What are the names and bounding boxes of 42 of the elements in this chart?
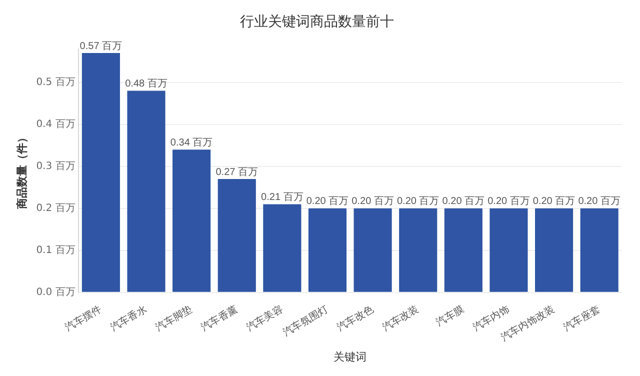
data-label: 0.57 百万 bbox=[80, 40, 122, 52]
data-label: 0.48 百万 bbox=[125, 78, 168, 90]
bar bbox=[399, 208, 438, 292]
bar bbox=[580, 208, 618, 292]
y-tick-label: 0.5 百万 bbox=[36, 76, 76, 88]
bar bbox=[263, 204, 302, 292]
x-tick-label: 汽车氛围灯 bbox=[280, 303, 330, 338]
bar bbox=[490, 208, 528, 292]
x-tick-label: 汽车香薰 bbox=[199, 303, 240, 334]
data-label: 0.20 百万 bbox=[532, 196, 576, 208]
chart-title: 行业关键词商品数量前十 bbox=[240, 14, 394, 30]
x-tick-label: 汽车座套 bbox=[562, 303, 602, 334]
x-tick-label: 汽车改装 bbox=[380, 303, 421, 334]
x-tick-label: 汽车改色 bbox=[334, 303, 376, 334]
y-tick-label: 0.3 百万 bbox=[36, 160, 76, 172]
y-tick-label: 0.0 百万 bbox=[36, 287, 76, 298]
bar bbox=[354, 208, 392, 292]
data-label: 0.20 百万 bbox=[442, 196, 485, 208]
data-label: 0.34 百万 bbox=[170, 137, 213, 148]
bar bbox=[535, 208, 574, 292]
y-tick-label: 0.4 百万 bbox=[36, 118, 76, 130]
x-tick-label: 汽车膜 bbox=[434, 303, 466, 328]
bar bbox=[82, 53, 120, 292]
data-label: 0.20 百万 bbox=[396, 196, 440, 208]
data-label: 0.27 百万 bbox=[216, 166, 258, 178]
x-axis-title: 关键词 bbox=[334, 350, 367, 364]
bar bbox=[127, 90, 166, 292]
x-tick-label: 汽车香水 bbox=[108, 303, 150, 334]
bar bbox=[308, 208, 347, 292]
x-tick-label: 汽车摆件 bbox=[63, 303, 104, 334]
bar bbox=[218, 179, 256, 292]
data-label: 0.20 百万 bbox=[488, 196, 530, 208]
data-label: 0.21 百万 bbox=[261, 192, 304, 203]
y-tick-label: 0.2 百万 bbox=[36, 203, 76, 214]
y-axis-title: 商品数量（件） bbox=[15, 132, 28, 210]
bar bbox=[172, 150, 211, 292]
data-label: 0.20 百万 bbox=[352, 196, 394, 208]
data-label: 0.20 百万 bbox=[578, 196, 620, 208]
x-tick-label: 汽车脚垫 bbox=[154, 303, 194, 334]
bar bbox=[444, 208, 482, 292]
y-tick-label: 0.1 百万 bbox=[36, 245, 76, 256]
data-label: 0.20 百万 bbox=[306, 196, 349, 208]
